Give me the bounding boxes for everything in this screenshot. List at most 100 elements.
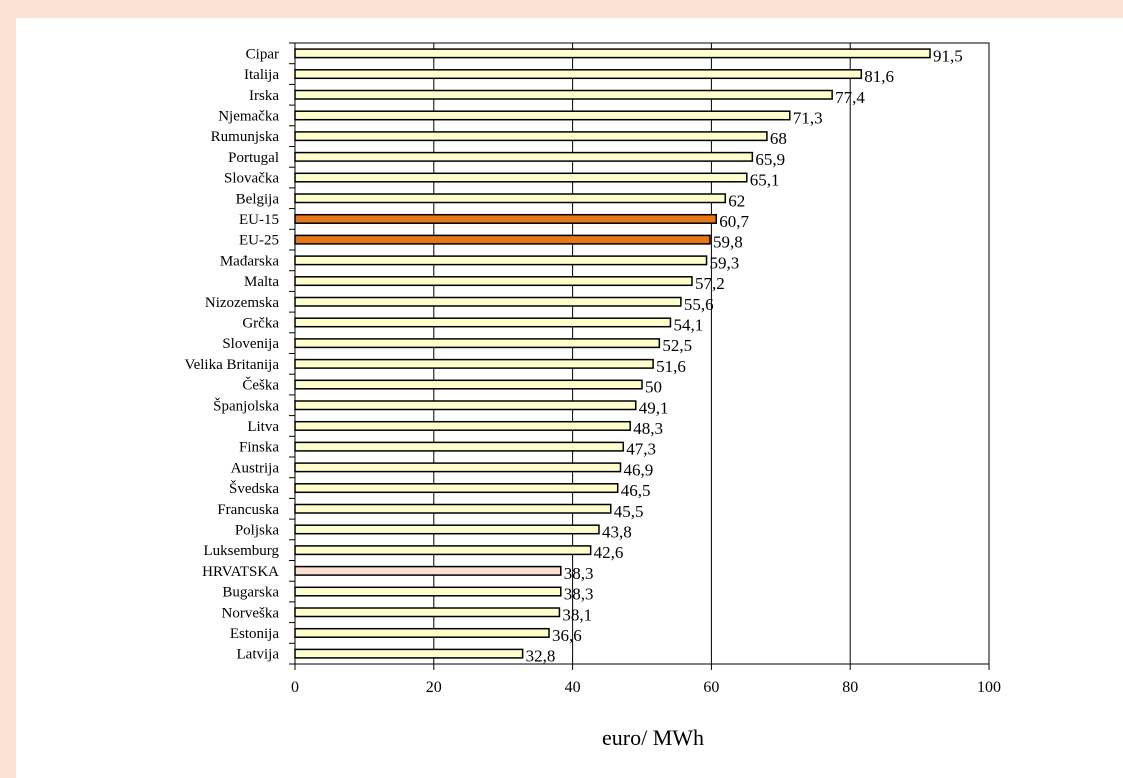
bar (294, 524, 600, 535)
value-label: 46,5 (621, 481, 651, 500)
value-label: 43,8 (602, 522, 632, 541)
bar (294, 358, 654, 369)
category-label: Mađarska (220, 253, 279, 269)
value-label: 52,5 (662, 336, 692, 355)
category-label: Cipar (246, 46, 279, 62)
category-label: HRVATSKA (202, 564, 279, 580)
category-label: Latvija (237, 647, 280, 663)
value-label: 59,3 (710, 253, 740, 272)
value-label: 38,3 (564, 564, 594, 583)
bar (294, 483, 619, 494)
labels: 0 20 40 60 80 100 Cipar 91,5 Italija 81,6 Irska 77,… (184, 46, 1001, 696)
value-label: 68 (770, 129, 787, 148)
category-label: Španjolska (213, 397, 279, 414)
category-label: Velika Britanija (184, 357, 279, 373)
category-label: Češka (242, 377, 279, 394)
category-label: EU-15 (239, 212, 279, 228)
bar (294, 234, 711, 245)
chart-panel: 0 20 40 60 80 100 Cipar 91,5 Italija 81,6 Irska 77,… (16, 18, 1123, 778)
category-label: Austrija (231, 460, 280, 476)
bar (294, 131, 768, 142)
category-label: Portugal (228, 150, 279, 166)
bar (294, 296, 682, 307)
bar (294, 69, 863, 80)
bar (294, 213, 718, 224)
value-label: 36,6 (552, 626, 582, 645)
category-label: Estonija (230, 626, 280, 642)
value-label: 59,8 (713, 233, 743, 252)
bar (294, 586, 562, 597)
bar (294, 193, 727, 204)
value-label: 46,9 (623, 460, 653, 479)
category-label: Nizozemska (205, 295, 279, 311)
category-label: Finska (239, 440, 279, 456)
bar (294, 607, 561, 618)
value-label: 62 (728, 191, 745, 210)
x-axis-title: euro/ MWh (602, 725, 704, 750)
bar (294, 89, 833, 100)
category-label: Njemačka (218, 108, 279, 124)
category-label: Slovenija (222, 336, 279, 352)
x-tick-label: 20 (426, 679, 442, 696)
category-label: Švedska (229, 480, 279, 497)
bar (294, 276, 693, 287)
bar (294, 420, 631, 431)
value-label: 45,5 (614, 502, 644, 521)
category-label: Rumunjska (211, 129, 280, 145)
category-label: Italija (244, 67, 279, 83)
value-label: 38,3 (564, 585, 594, 604)
value-label: 51,6 (656, 357, 686, 376)
value-label: 48,3 (633, 419, 663, 438)
value-label: 81,6 (864, 67, 894, 86)
bar (294, 565, 562, 576)
bars (294, 48, 931, 659)
category-label: Francuska (217, 502, 279, 518)
category-label: Luksemburg (203, 543, 279, 559)
bar (294, 48, 931, 59)
bar (294, 338, 661, 349)
value-label: 77,4 (835, 88, 865, 107)
value-label: 38,1 (562, 605, 592, 624)
bar (294, 545, 592, 556)
bar (294, 255, 708, 266)
value-label: 50 (645, 378, 662, 397)
category-label: Poljska (235, 522, 280, 538)
value-label: 65,9 (755, 150, 785, 169)
value-label: 60,7 (719, 212, 749, 231)
x-tick-label: 0 (291, 679, 299, 696)
bar (294, 648, 524, 659)
bar (294, 503, 612, 514)
value-label: 32,8 (526, 647, 556, 666)
value-label: 55,6 (684, 295, 714, 314)
category-label: Belgija (236, 191, 280, 207)
bar (294, 462, 622, 473)
bar (294, 379, 643, 390)
category-label: Malta (244, 274, 279, 290)
x-tick-label: 80 (842, 679, 858, 696)
category-label: Grčka (242, 315, 279, 331)
value-label: 49,1 (639, 398, 669, 417)
category-label: Bugarska (222, 585, 279, 601)
category-label: Irska (249, 88, 279, 104)
bar (294, 172, 748, 183)
bar-chart: 0 20 40 60 80 100 Cipar 91,5 Italija 81,6 Irska 77,… (184, 42, 1001, 750)
x-tick-label: 100 (977, 679, 1001, 696)
bar (294, 317, 672, 328)
bar (294, 400, 637, 411)
category-label: Litva (247, 419, 279, 435)
value-label: 57,2 (695, 274, 725, 293)
bar (294, 110, 791, 121)
axes (289, 42, 990, 670)
bar (294, 627, 550, 638)
category-label: Slovačka (224, 171, 279, 187)
category-label: EU-25 (239, 233, 279, 249)
value-label: 54,1 (673, 315, 703, 334)
value-label: 65,1 (750, 171, 780, 190)
value-label: 42,6 (594, 543, 624, 562)
value-label: 91,5 (933, 46, 963, 65)
value-label: 47,3 (626, 440, 656, 459)
bar (294, 441, 625, 452)
value-label: 71,3 (793, 108, 823, 127)
x-tick-label: 40 (565, 679, 581, 696)
gridlines (433, 43, 851, 664)
